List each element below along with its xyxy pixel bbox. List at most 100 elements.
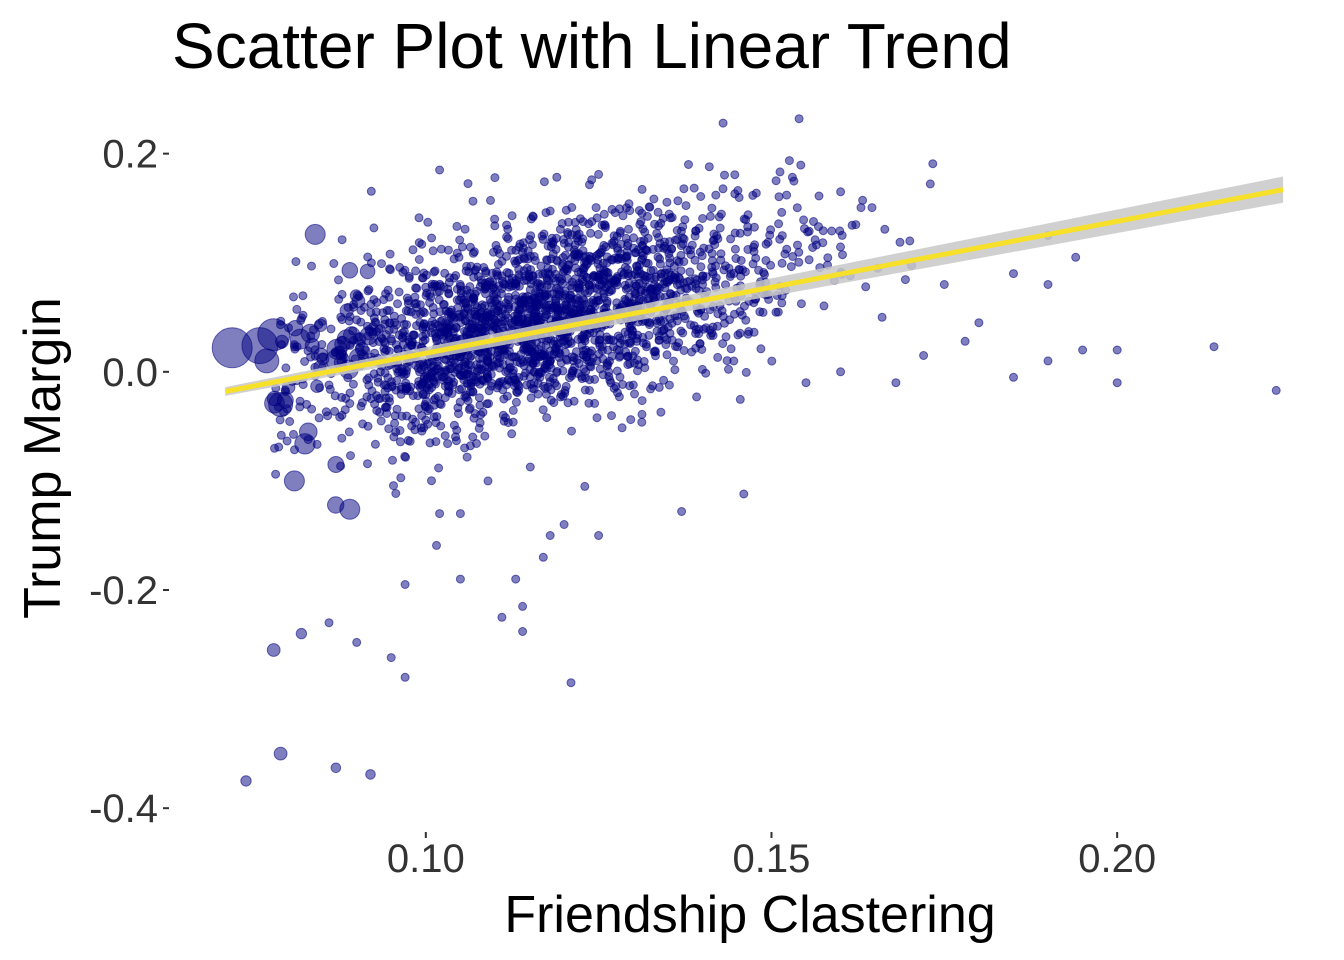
data-point xyxy=(484,399,493,409)
data-point xyxy=(396,389,406,399)
data-point xyxy=(730,244,740,254)
data-point xyxy=(289,429,298,439)
data-point xyxy=(391,320,401,330)
data-point xyxy=(401,381,411,391)
data-point xyxy=(594,531,604,540)
data-point xyxy=(558,253,568,262)
data-point xyxy=(572,233,582,243)
data-point xyxy=(837,230,847,240)
data-point xyxy=(523,254,533,264)
data-point xyxy=(1112,378,1122,388)
data-point xyxy=(325,384,335,394)
data-point xyxy=(592,356,602,366)
data-point xyxy=(707,262,717,272)
data-point xyxy=(919,351,929,360)
data-point xyxy=(369,223,379,233)
data-point xyxy=(812,240,821,250)
data-point xyxy=(275,415,285,425)
data-point xyxy=(426,372,436,381)
data-point xyxy=(670,270,680,280)
data-point xyxy=(690,255,700,265)
data-point xyxy=(594,249,604,259)
data-point xyxy=(856,203,866,213)
data-point xyxy=(310,345,320,355)
data-point xyxy=(528,211,538,221)
data-point xyxy=(449,314,459,324)
data-point xyxy=(400,672,410,682)
data-point xyxy=(960,336,970,346)
data-point xyxy=(691,343,701,353)
data-point xyxy=(670,235,680,245)
data-point xyxy=(483,349,493,359)
data-point xyxy=(489,361,499,371)
data-point xyxy=(685,267,695,277)
data-point xyxy=(739,489,749,499)
data-point xyxy=(858,195,868,205)
data-point xyxy=(656,407,666,417)
data-point xyxy=(547,264,557,274)
data-point xyxy=(1071,252,1081,262)
data-point xyxy=(587,175,597,185)
data-point xyxy=(610,253,620,263)
data-point xyxy=(404,272,414,281)
data-point xyxy=(400,265,410,275)
data-point xyxy=(584,398,594,408)
data-point xyxy=(542,413,552,423)
data-point xyxy=(381,393,391,403)
data-point xyxy=(569,396,579,406)
data-point xyxy=(493,259,503,269)
data-point xyxy=(427,279,437,289)
data-point xyxy=(374,324,384,334)
data-point xyxy=(616,239,626,249)
data-point xyxy=(391,340,401,350)
data-point xyxy=(615,228,625,238)
data-point xyxy=(638,270,648,280)
data-point xyxy=(545,372,554,382)
data-point xyxy=(736,271,746,281)
data-point xyxy=(661,340,671,350)
data-point xyxy=(624,278,634,288)
data-point xyxy=(292,304,302,314)
x-axis: 0.10 0.15 0.20 xyxy=(387,832,1156,881)
data-point xyxy=(559,520,569,529)
data-point xyxy=(754,265,764,275)
data-point xyxy=(499,394,509,404)
data-point xyxy=(551,233,561,243)
data-point xyxy=(814,222,823,232)
data-point xyxy=(366,308,376,317)
data-point xyxy=(337,433,347,443)
data-point xyxy=(431,437,441,447)
data-point xyxy=(638,338,648,348)
data-point xyxy=(423,217,433,227)
data-point xyxy=(793,240,802,250)
data-point xyxy=(299,422,318,442)
data-point xyxy=(765,230,775,240)
data-point xyxy=(861,282,871,292)
data-point xyxy=(615,351,625,361)
data-point xyxy=(499,416,509,426)
data-point xyxy=(538,234,548,244)
data-point xyxy=(436,421,446,431)
data-point xyxy=(652,318,662,328)
data-point xyxy=(767,356,777,366)
data-point xyxy=(469,294,479,304)
data-point xyxy=(330,406,340,416)
data-point xyxy=(595,341,605,351)
data-point xyxy=(370,317,380,327)
data-point xyxy=(459,310,469,319)
data-point xyxy=(794,247,804,257)
data-point xyxy=(1209,342,1219,352)
data-point xyxy=(650,347,660,357)
data-point xyxy=(307,404,317,414)
data-point xyxy=(827,226,837,236)
data-point xyxy=(310,379,324,393)
data-point xyxy=(689,183,699,193)
data-point xyxy=(711,273,721,283)
data-point xyxy=(607,411,616,421)
data-point xyxy=(514,296,524,306)
data-point xyxy=(637,184,647,194)
y-axis: 0.2 0.0 -0.2 -0.4 xyxy=(89,133,169,831)
data-point xyxy=(490,296,500,306)
data-point xyxy=(748,190,758,200)
data-point xyxy=(718,184,728,194)
